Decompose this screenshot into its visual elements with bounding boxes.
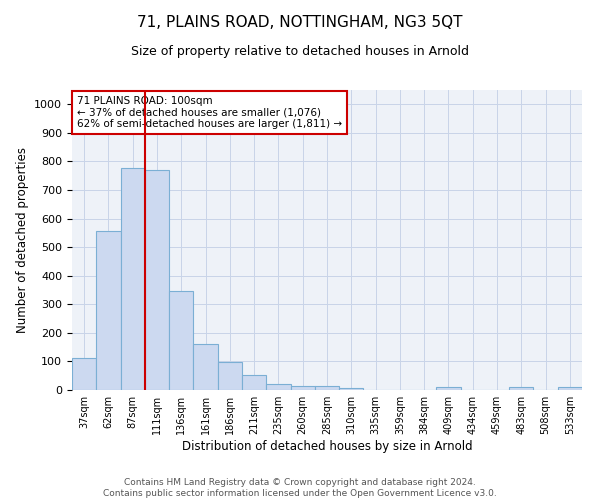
Bar xyxy=(315,386,339,390)
Bar xyxy=(436,387,461,390)
Bar xyxy=(145,170,169,390)
Bar xyxy=(558,387,582,390)
Bar xyxy=(169,291,193,390)
Bar xyxy=(218,362,242,390)
Bar xyxy=(290,386,315,390)
Bar xyxy=(193,344,218,390)
Bar xyxy=(509,387,533,390)
Text: Contains HM Land Registry data © Crown copyright and database right 2024.
Contai: Contains HM Land Registry data © Crown c… xyxy=(103,478,497,498)
Bar xyxy=(339,388,364,390)
Text: 71 PLAINS ROAD: 100sqm
← 37% of detached houses are smaller (1,076)
62% of semi-: 71 PLAINS ROAD: 100sqm ← 37% of detached… xyxy=(77,96,342,129)
Bar xyxy=(121,168,145,390)
Y-axis label: Number of detached properties: Number of detached properties xyxy=(16,147,29,333)
Bar xyxy=(266,384,290,390)
Bar xyxy=(96,231,121,390)
Bar xyxy=(242,374,266,390)
X-axis label: Distribution of detached houses by size in Arnold: Distribution of detached houses by size … xyxy=(182,440,472,453)
Bar xyxy=(72,358,96,390)
Text: Size of property relative to detached houses in Arnold: Size of property relative to detached ho… xyxy=(131,45,469,58)
Text: 71, PLAINS ROAD, NOTTINGHAM, NG3 5QT: 71, PLAINS ROAD, NOTTINGHAM, NG3 5QT xyxy=(137,15,463,30)
